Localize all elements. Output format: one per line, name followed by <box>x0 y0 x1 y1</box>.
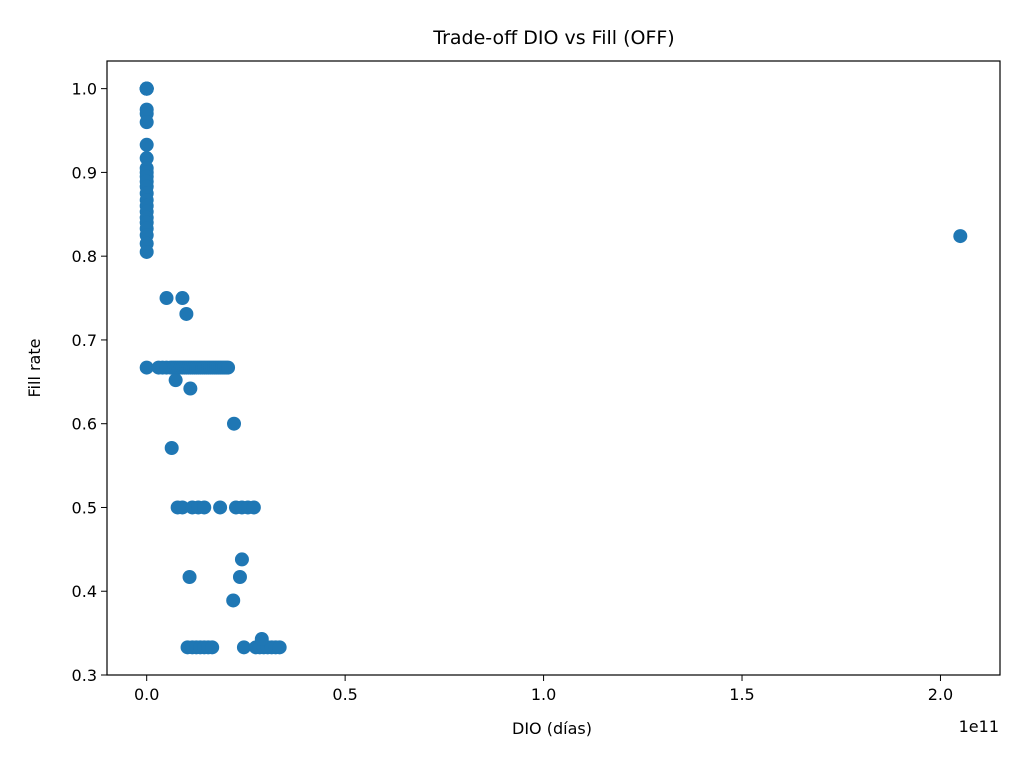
data-points <box>139 81 968 655</box>
data-point <box>139 151 154 166</box>
x-axis-label: DIO (días) <box>512 719 592 738</box>
data-point <box>179 306 194 321</box>
x-tick-label: 1.0 <box>531 685 556 704</box>
x-axis-offset-text: 1e11 <box>959 717 999 736</box>
data-point <box>226 593 241 608</box>
y-tick-label: 0.7 <box>72 331 97 350</box>
x-tick-label: 1.5 <box>729 685 754 704</box>
y-tick-label: 0.6 <box>72 415 97 434</box>
data-point <box>139 81 154 96</box>
data-point <box>232 569 247 584</box>
y-tick-label: 0.8 <box>72 247 97 266</box>
y-tick-label: 0.4 <box>72 582 97 601</box>
data-point <box>205 640 220 655</box>
data-point <box>139 244 154 259</box>
data-point <box>272 640 287 655</box>
data-point <box>221 360 236 375</box>
data-point <box>246 500 261 515</box>
data-point <box>139 360 154 375</box>
x-tick-label: 0.0 <box>134 685 159 704</box>
data-point <box>236 640 251 655</box>
data-point <box>254 631 269 646</box>
chart-title: Trade-off DIO vs Fill (OFF) <box>432 27 674 49</box>
data-point <box>182 569 197 584</box>
data-point <box>227 416 241 431</box>
data-point <box>213 500 228 515</box>
y-tick-label: 0.5 <box>72 498 97 517</box>
data-point <box>168 373 183 388</box>
y-tick-label: 0.3 <box>72 666 97 685</box>
data-point <box>953 229 968 244</box>
data-point <box>164 441 179 455</box>
x-tick-label: 2.0 <box>928 685 953 704</box>
y-tick-label: 1.0 <box>72 80 97 99</box>
data-point <box>175 500 190 515</box>
data-point <box>139 137 154 152</box>
plot-frame <box>106 60 1001 676</box>
data-point <box>159 291 174 306</box>
data-point <box>197 500 212 515</box>
y-axis-ticks: 0.3 0.4 0.5 0.6 0.7 0.8 0.9 1.0 <box>72 80 107 685</box>
data-point <box>234 552 249 567</box>
x-axis-ticks: 0.0 0.5 1.0 1.5 2.0 <box>134 675 953 704</box>
x-tick-label: 0.5 <box>332 685 357 704</box>
data-point <box>139 115 154 130</box>
data-point <box>175 291 190 306</box>
y-tick-label: 0.9 <box>72 163 97 182</box>
data-point <box>183 381 198 396</box>
y-axis-label: Fill rate <box>25 339 44 398</box>
